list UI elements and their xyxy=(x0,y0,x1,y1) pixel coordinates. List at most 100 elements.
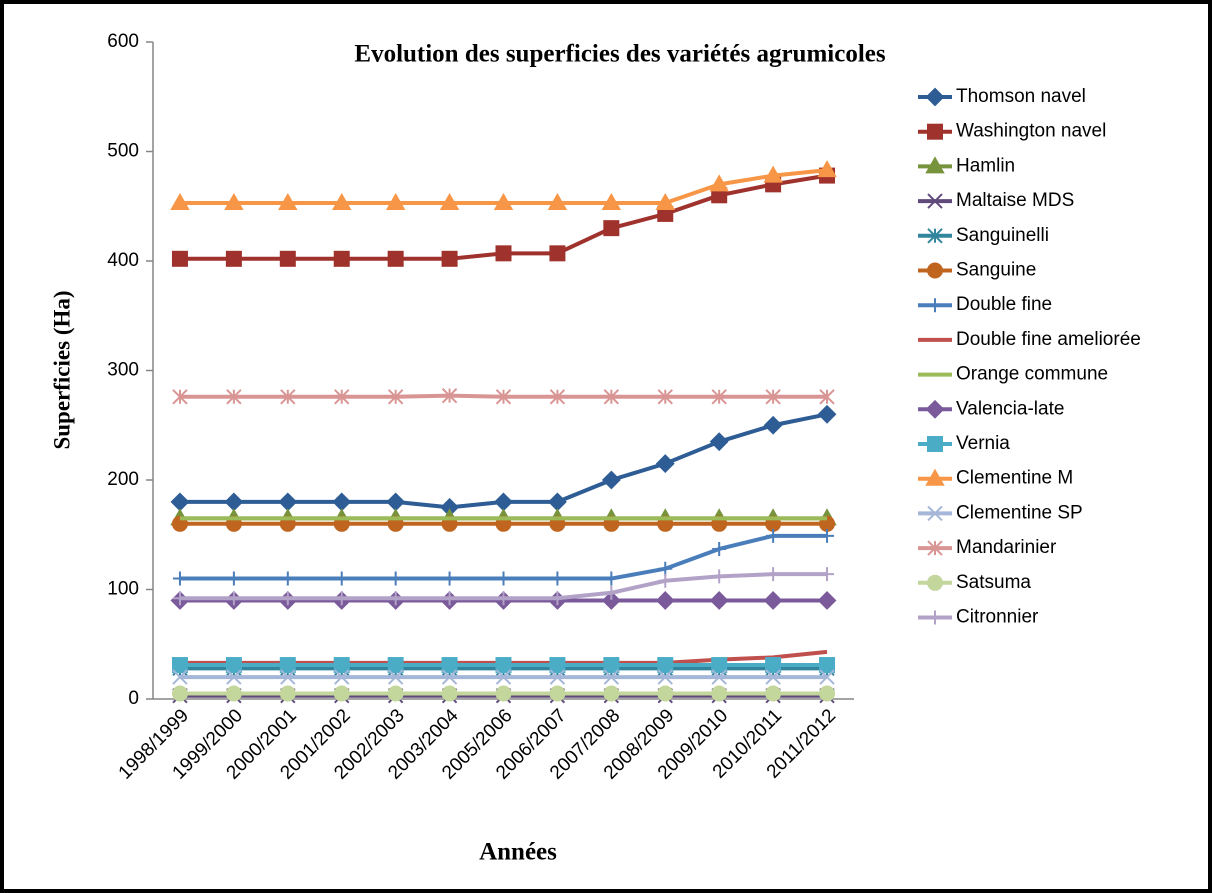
y-tick-label: 400 xyxy=(107,250,139,271)
legend-label: Satsuma xyxy=(956,572,1031,593)
marker xyxy=(603,685,620,702)
legend-label: Sanguine xyxy=(956,260,1036,281)
marker xyxy=(927,193,943,209)
marker xyxy=(765,389,781,405)
marker xyxy=(172,669,188,685)
marker xyxy=(226,571,241,586)
marker xyxy=(817,404,837,424)
marker xyxy=(334,389,350,405)
marker xyxy=(279,250,296,267)
marker xyxy=(279,657,296,674)
marker xyxy=(495,657,512,674)
marker xyxy=(441,669,458,685)
marker xyxy=(333,657,350,674)
marker xyxy=(817,591,837,610)
y-tick-label: 300 xyxy=(107,360,139,381)
marker xyxy=(927,505,943,522)
marker xyxy=(550,571,565,586)
marker xyxy=(766,567,781,582)
marker xyxy=(226,389,242,405)
x-axis-label: Années xyxy=(479,839,557,866)
marker xyxy=(441,657,458,674)
marker xyxy=(441,387,458,404)
marker xyxy=(549,685,566,702)
marker xyxy=(280,591,295,606)
marker xyxy=(442,591,457,606)
marker xyxy=(442,571,457,586)
marker xyxy=(658,573,673,588)
legend-label: Clementine SP xyxy=(956,502,1083,523)
marker xyxy=(334,571,349,586)
marker xyxy=(334,669,350,685)
legend-label: Clementine M xyxy=(956,468,1073,489)
marker xyxy=(601,192,622,210)
marker xyxy=(820,528,835,543)
marker xyxy=(493,192,514,210)
marker xyxy=(549,245,566,262)
marker xyxy=(601,591,621,610)
marker xyxy=(226,669,242,685)
marker xyxy=(171,250,188,267)
marker xyxy=(225,685,242,702)
marker xyxy=(928,298,942,313)
marker xyxy=(278,192,298,210)
marker xyxy=(817,160,837,178)
y-tick-label: 500 xyxy=(107,141,139,162)
marker xyxy=(927,574,943,591)
legend-label: Vernia xyxy=(956,433,1010,454)
marker xyxy=(495,389,512,405)
marker xyxy=(549,669,566,685)
marker xyxy=(927,123,943,140)
marker xyxy=(655,454,675,473)
marker xyxy=(280,389,296,405)
marker xyxy=(171,657,188,674)
marker xyxy=(441,250,458,267)
legend-label: Washington navel xyxy=(956,121,1106,142)
marker xyxy=(927,436,943,452)
marker xyxy=(657,685,674,702)
marker xyxy=(439,192,460,210)
marker xyxy=(547,192,568,210)
marker xyxy=(225,250,242,267)
marker xyxy=(709,432,729,452)
marker xyxy=(604,571,619,586)
marker xyxy=(925,156,945,174)
marker xyxy=(711,669,727,685)
marker xyxy=(765,657,782,674)
marker xyxy=(495,245,512,262)
marker xyxy=(549,389,566,405)
marker xyxy=(603,220,620,237)
marker xyxy=(170,192,190,210)
marker xyxy=(388,571,403,586)
legend-label: Maltaise MDS xyxy=(956,190,1074,211)
y-tick-label: 0 xyxy=(128,688,139,709)
marker xyxy=(658,561,673,576)
marker xyxy=(387,669,404,685)
marker xyxy=(224,192,244,210)
marker xyxy=(927,228,943,244)
marker xyxy=(279,685,296,702)
marker xyxy=(333,250,350,267)
marker xyxy=(603,657,620,674)
marker xyxy=(657,389,673,405)
marker xyxy=(925,87,945,107)
marker xyxy=(387,250,404,267)
marker xyxy=(441,685,458,702)
marker xyxy=(280,571,295,586)
marker xyxy=(172,571,187,586)
marker xyxy=(927,540,943,556)
marker xyxy=(280,669,296,685)
marker xyxy=(172,591,187,606)
marker xyxy=(332,192,352,210)
marker xyxy=(712,569,727,584)
legend-label: Valencia-late xyxy=(956,398,1064,419)
marker xyxy=(765,669,781,685)
legend-label: Sanguinelli xyxy=(956,225,1049,246)
marker xyxy=(385,192,406,210)
marker xyxy=(655,192,675,210)
marker xyxy=(226,591,241,606)
legend-label: Orange commune xyxy=(956,364,1108,385)
marker xyxy=(657,669,673,685)
marker xyxy=(657,657,674,674)
